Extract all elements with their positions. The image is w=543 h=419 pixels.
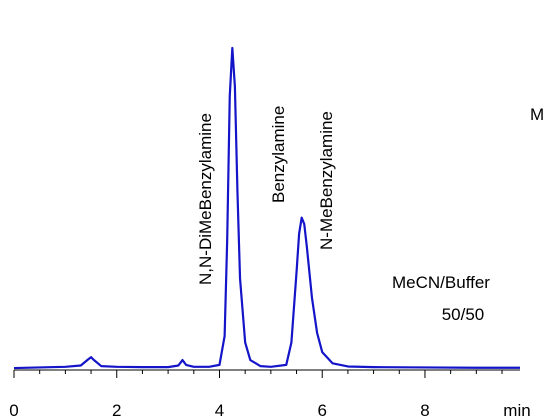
x-tick-label: 6 [317,401,326,419]
annotation: 50/50 [442,305,485,324]
annotation: N,N-DiMeBenzylamine [196,113,215,285]
x-tick-label: 2 [112,401,121,419]
x-tick-label: 0 [9,401,18,419]
annotation: N-MeBenzylamine [317,111,336,250]
annotation: MeCN/Buffer [392,273,490,292]
annotation: M [530,105,543,124]
x-tick-label: 8 [420,401,429,419]
x-axis-label: min [503,401,530,419]
annotation: Benzylamine [269,106,288,203]
x-tick-label: 4 [215,401,224,419]
trace [13,46,520,370]
